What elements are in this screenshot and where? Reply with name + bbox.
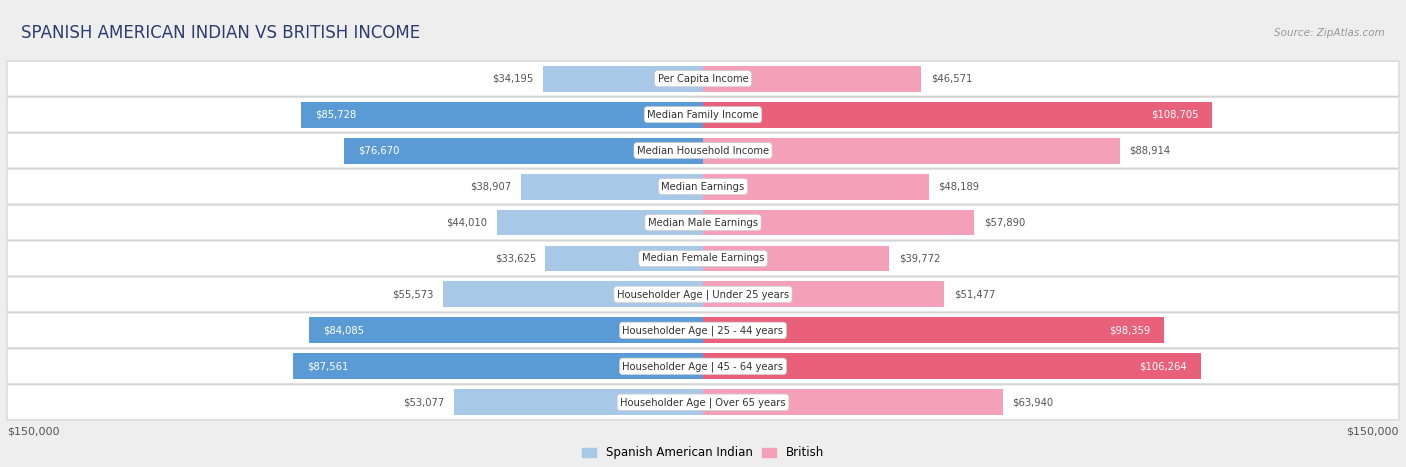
- FancyBboxPatch shape: [7, 313, 1399, 348]
- FancyBboxPatch shape: [7, 97, 1399, 132]
- Text: $108,705: $108,705: [1152, 110, 1198, 120]
- Bar: [703, 282, 945, 307]
- Bar: [292, 354, 703, 379]
- Bar: [301, 102, 703, 127]
- Bar: [703, 174, 929, 199]
- Text: Median Male Earnings: Median Male Earnings: [648, 218, 758, 227]
- Bar: [496, 210, 703, 235]
- Text: Householder Age | Over 65 years: Householder Age | Over 65 years: [620, 397, 786, 408]
- Text: $55,573: $55,573: [392, 290, 433, 299]
- Text: $34,195: $34,195: [492, 74, 533, 84]
- Text: $85,728: $85,728: [315, 110, 357, 120]
- Bar: [703, 138, 1119, 163]
- Bar: [543, 66, 703, 92]
- FancyBboxPatch shape: [7, 241, 1399, 276]
- FancyBboxPatch shape: [7, 169, 1399, 204]
- Bar: [309, 318, 703, 343]
- FancyBboxPatch shape: [7, 205, 1399, 240]
- Text: $53,077: $53,077: [404, 397, 444, 407]
- Text: Householder Age | 45 - 64 years: Householder Age | 45 - 64 years: [623, 361, 783, 372]
- Text: Median Earnings: Median Earnings: [661, 182, 745, 191]
- Bar: [703, 318, 1164, 343]
- Text: $63,940: $63,940: [1012, 397, 1053, 407]
- Legend: Spanish American Indian, British: Spanish American Indian, British: [578, 442, 828, 464]
- Bar: [703, 102, 1212, 127]
- Text: $33,625: $33,625: [495, 254, 536, 263]
- Text: Householder Age | Under 25 years: Householder Age | Under 25 years: [617, 289, 789, 300]
- Text: $51,477: $51,477: [953, 290, 995, 299]
- Bar: [703, 66, 921, 92]
- Bar: [703, 389, 1002, 415]
- FancyBboxPatch shape: [7, 61, 1399, 96]
- Bar: [443, 282, 703, 307]
- Text: Median Household Income: Median Household Income: [637, 146, 769, 156]
- Text: $88,914: $88,914: [1129, 146, 1170, 156]
- Text: $98,359: $98,359: [1109, 325, 1150, 335]
- Text: Householder Age | 25 - 44 years: Householder Age | 25 - 44 years: [623, 325, 783, 336]
- Text: $150,000: $150,000: [1347, 427, 1399, 437]
- Text: $84,085: $84,085: [323, 325, 364, 335]
- Text: $46,571: $46,571: [931, 74, 972, 84]
- Text: $38,907: $38,907: [470, 182, 512, 191]
- Bar: [703, 210, 974, 235]
- Text: Median Female Earnings: Median Female Earnings: [641, 254, 765, 263]
- Text: $48,189: $48,189: [938, 182, 980, 191]
- FancyBboxPatch shape: [7, 277, 1399, 312]
- FancyBboxPatch shape: [7, 385, 1399, 420]
- Text: $76,670: $76,670: [357, 146, 399, 156]
- Text: $87,561: $87,561: [307, 361, 349, 371]
- Text: $150,000: $150,000: [7, 427, 59, 437]
- Bar: [520, 174, 703, 199]
- Bar: [343, 138, 703, 163]
- FancyBboxPatch shape: [7, 349, 1399, 384]
- Bar: [703, 354, 1201, 379]
- Bar: [454, 389, 703, 415]
- Bar: [546, 246, 703, 271]
- Text: $44,010: $44,010: [446, 218, 488, 227]
- Text: $106,264: $106,264: [1139, 361, 1187, 371]
- Text: Source: ZipAtlas.com: Source: ZipAtlas.com: [1274, 28, 1385, 38]
- Text: $57,890: $57,890: [984, 218, 1025, 227]
- FancyBboxPatch shape: [7, 133, 1399, 168]
- Bar: [703, 246, 890, 271]
- Text: SPANISH AMERICAN INDIAN VS BRITISH INCOME: SPANISH AMERICAN INDIAN VS BRITISH INCOM…: [21, 24, 420, 42]
- Text: Median Family Income: Median Family Income: [647, 110, 759, 120]
- Text: Per Capita Income: Per Capita Income: [658, 74, 748, 84]
- Text: $39,772: $39,772: [898, 254, 941, 263]
